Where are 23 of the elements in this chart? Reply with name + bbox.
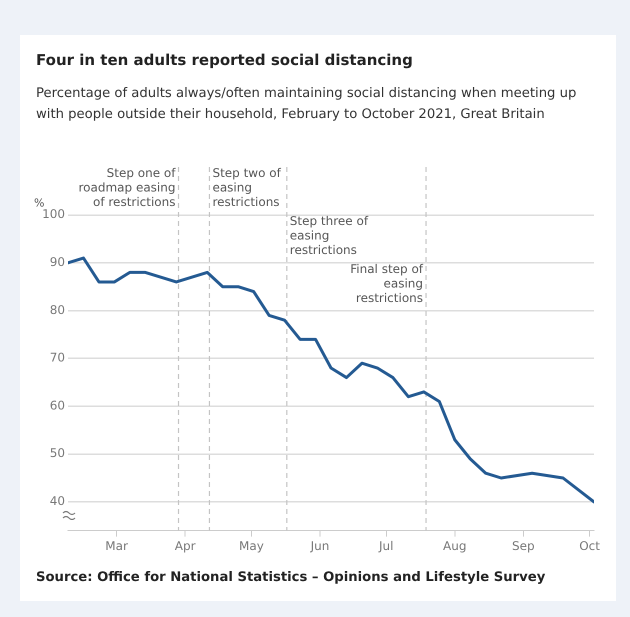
- y-tick-label: 80: [50, 302, 65, 317]
- y-axis-title: %: [34, 196, 44, 210]
- ref-line-label: Step three of easing restrictions: [290, 214, 369, 258]
- x-tick-label: Sep: [512, 538, 535, 553]
- x-tick-label: Apr: [174, 538, 196, 553]
- x-tick-label: Aug: [443, 538, 466, 553]
- y-tick-label: 90: [50, 254, 65, 269]
- y-tick-label: 60: [50, 398, 65, 412]
- ref-line-label: Step two of easing restrictions: [212, 166, 282, 210]
- x-tick-label: Mar: [105, 538, 128, 553]
- chart-title: Four in ten adults reported social distancing: [36, 51, 413, 69]
- x-tick-label: Jun: [310, 538, 330, 553]
- x-tick-label: Jul: [378, 538, 394, 553]
- y-tick-label: 40: [50, 494, 65, 508]
- y-tick-label: 100: [42, 207, 65, 222]
- x-tick-label: Oct: [579, 538, 600, 553]
- source-note: Source: Office for National Statistics – Opinions and Lifestyle Survey: [36, 570, 546, 585]
- x-tick-label: May: [239, 538, 264, 553]
- y-tick-label: 70: [50, 350, 65, 365]
- ref-line-label: Step one of roadmap easing of restrictions: [78, 166, 176, 210]
- y-tick-label: 50: [50, 446, 65, 460]
- ref-line-label: Final step of easing restrictions: [350, 262, 424, 306]
- chart-subtitle: Percentage of adults always/often maintaining social distancing when meeting up with people outside their household, February to October 2021, Great Britain: [36, 85, 578, 124]
